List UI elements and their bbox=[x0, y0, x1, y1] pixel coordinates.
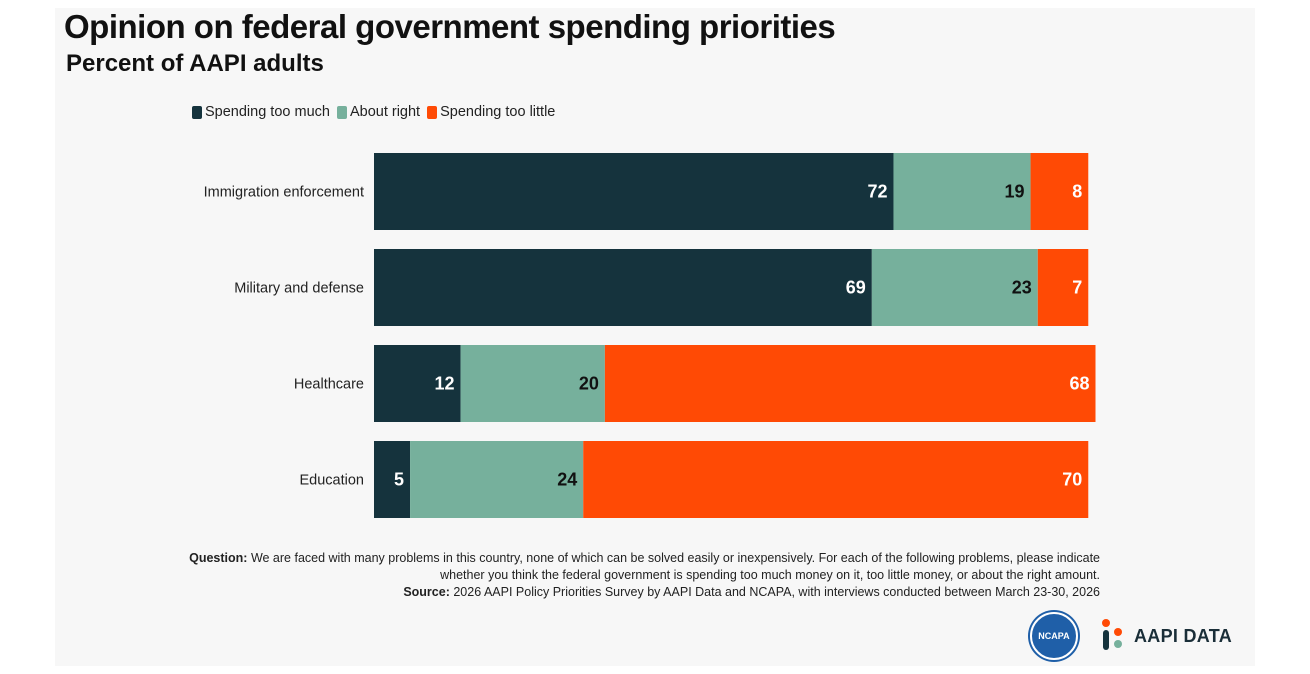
data-label-education-too-much: 5 bbox=[394, 470, 404, 490]
question-note: Question: We are faced with many problem… bbox=[160, 550, 1100, 584]
legend-swatch-too-much bbox=[192, 105, 202, 119]
aapi-data-logo-text: AAPI DATA bbox=[1133, 625, 1232, 646]
data-label-education-about-right: 24 bbox=[557, 470, 577, 490]
chart-title: Opinion on federal government spending p… bbox=[64, 8, 836, 45]
chart-panel bbox=[55, 8, 1255, 666]
data-label-healthcare-about-right: 20 bbox=[579, 374, 599, 394]
ncapa-logo-text: NCAPA bbox=[1038, 631, 1070, 641]
category-label: Military and defense bbox=[234, 281, 364, 297]
bar-military-and-defense-too-much bbox=[374, 249, 872, 326]
data-label-immigration-enforcement-too-little: 8 bbox=[1072, 182, 1082, 202]
category-label: Healthcare bbox=[294, 377, 364, 393]
bar-military-and-defense-about-right bbox=[871, 249, 1038, 326]
bar-military-and-defense-too-little bbox=[1037, 249, 1089, 326]
bar-healthcare-too-much bbox=[374, 345, 461, 422]
bar-immigration-enforcement-too-much bbox=[374, 153, 894, 230]
source-text: 2026 AAPI Policy Priorities Survey by AA… bbox=[453, 585, 1100, 599]
legend-swatch-too-little bbox=[427, 105, 438, 119]
bar-immigration-enforcement-about-right bbox=[893, 153, 1031, 230]
question-text: We are faced with many problems in this … bbox=[250, 551, 1100, 582]
legend-label-too-much: Spending too much bbox=[205, 104, 330, 120]
legend-item-about-right: About right bbox=[336, 104, 421, 120]
bar-immigration-enforcement-too-little bbox=[1030, 153, 1089, 230]
legend-item-too-little: Spending too little bbox=[427, 104, 555, 120]
bar-education-too-little bbox=[583, 441, 1089, 518]
source-label: Source: bbox=[403, 585, 450, 599]
legend: Spending too much About right Spending t… bbox=[192, 104, 562, 120]
category-label: Education bbox=[300, 473, 365, 489]
data-label-military-and-defense-too-much: 69 bbox=[846, 278, 866, 298]
logo-row: NCAPA AAPI DATA bbox=[1029, 612, 1232, 660]
bar-healthcare-too-little bbox=[604, 345, 1096, 422]
chart-footnote: Question: We are faced with many problem… bbox=[160, 550, 1100, 601]
bar-healthcare-about-right bbox=[460, 345, 605, 422]
legend-label-about-right: About right bbox=[349, 104, 421, 120]
chart-subtitle: Percent of AAPI adults bbox=[66, 50, 324, 77]
data-label-military-and-defense-too-little: 7 bbox=[1072, 278, 1082, 298]
question-label: Question: bbox=[189, 551, 248, 565]
data-label-immigration-enforcement-about-right: 19 bbox=[1005, 182, 1025, 202]
legend-label-too-little: Spending too little bbox=[440, 104, 556, 120]
data-label-immigration-enforcement-too-much: 72 bbox=[867, 182, 887, 202]
legend-item-too-much: Spending too much bbox=[192, 104, 330, 120]
source-note: Source: 2026 AAPI Policy Priorities Surv… bbox=[160, 584, 1100, 601]
aapi-data-logo-mark bbox=[1101, 619, 1122, 650]
ncapa-logo: NCAPA bbox=[1029, 612, 1078, 660]
data-label-military-and-defense-about-right: 23 bbox=[1012, 278, 1032, 298]
bar-education-about-right bbox=[410, 441, 584, 518]
legend-swatch-about-right bbox=[336, 105, 347, 119]
bar-education-too-much bbox=[374, 441, 411, 518]
data-label-education-too-little: 70 bbox=[1062, 470, 1082, 490]
category-label: Immigration enforcement bbox=[204, 185, 364, 201]
data-label-healthcare-too-much: 12 bbox=[435, 374, 455, 394]
data-label-healthcare-too-little: 68 bbox=[1069, 374, 1089, 394]
